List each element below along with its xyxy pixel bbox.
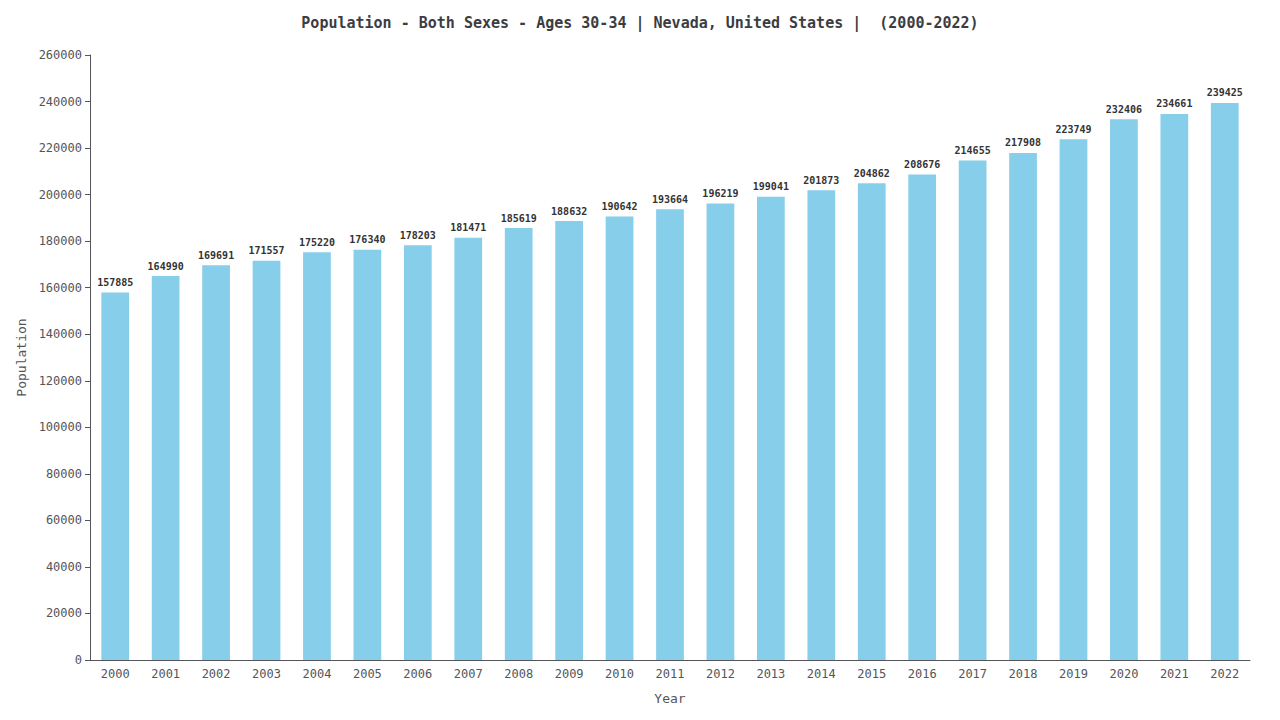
svg-text:180000: 180000	[39, 234, 82, 248]
svg-text:2000: 2000	[101, 667, 130, 681]
svg-text:2015: 2015	[857, 667, 886, 681]
svg-text:223749: 223749	[1055, 124, 1091, 135]
svg-text:175220: 175220	[299, 237, 335, 248]
svg-text:2003: 2003	[252, 667, 281, 681]
svg-text:2008: 2008	[504, 667, 533, 681]
svg-text:Population: Population	[14, 318, 29, 396]
svg-text:80000: 80000	[46, 467, 82, 481]
svg-text:196219: 196219	[702, 188, 738, 199]
svg-text:220000: 220000	[39, 141, 82, 155]
svg-text:181471: 181471	[450, 222, 486, 233]
svg-text:188632: 188632	[551, 206, 587, 217]
svg-text:217908: 217908	[1005, 137, 1041, 148]
svg-text:2010: 2010	[605, 667, 634, 681]
svg-text:2020: 2020	[1109, 667, 1138, 681]
svg-text:199041: 199041	[753, 181, 789, 192]
svg-text:2021: 2021	[1160, 667, 1189, 681]
svg-text:2016: 2016	[908, 667, 937, 681]
svg-text:190642: 190642	[602, 201, 638, 212]
svg-text:171557: 171557	[248, 245, 284, 256]
svg-text:Population - Both Sexes - Ages: Population - Both Sexes - Ages 30-34 | N…	[301, 14, 978, 33]
svg-text:2017: 2017	[958, 667, 987, 681]
svg-text:2013: 2013	[756, 667, 785, 681]
svg-text:2005: 2005	[353, 667, 382, 681]
svg-text:2001: 2001	[151, 667, 180, 681]
svg-text:2022: 2022	[1210, 667, 1239, 681]
svg-text:232406: 232406	[1106, 104, 1142, 115]
svg-text:201873: 201873	[803, 175, 839, 186]
svg-text:208676: 208676	[904, 159, 940, 170]
svg-text:2007: 2007	[454, 667, 483, 681]
svg-text:260000: 260000	[39, 48, 82, 62]
svg-text:239425: 239425	[1207, 87, 1243, 98]
svg-text:178203: 178203	[400, 230, 436, 241]
svg-text:204862: 204862	[854, 168, 890, 179]
svg-text:2018: 2018	[1009, 667, 1038, 681]
svg-text:160000: 160000	[39, 281, 82, 295]
svg-text:200000: 200000	[39, 188, 82, 202]
svg-text:169691: 169691	[198, 250, 234, 261]
svg-text:2011: 2011	[656, 667, 685, 681]
svg-text:2014: 2014	[807, 667, 836, 681]
svg-text:2009: 2009	[555, 667, 584, 681]
svg-text:2002: 2002	[202, 667, 231, 681]
svg-text:Year: Year	[654, 691, 685, 706]
svg-text:2006: 2006	[403, 667, 432, 681]
svg-text:185619: 185619	[501, 213, 537, 224]
svg-text:20000: 20000	[46, 606, 82, 620]
svg-text:100000: 100000	[39, 420, 82, 434]
svg-text:2004: 2004	[303, 667, 332, 681]
svg-text:120000: 120000	[39, 374, 82, 388]
svg-text:240000: 240000	[39, 95, 82, 109]
svg-text:2012: 2012	[706, 667, 735, 681]
svg-text:40000: 40000	[46, 560, 82, 574]
svg-text:164990: 164990	[148, 261, 184, 272]
svg-text:214655: 214655	[955, 145, 991, 156]
svg-text:60000: 60000	[46, 513, 82, 527]
svg-text:157885: 157885	[97, 277, 133, 288]
svg-text:234661: 234661	[1156, 98, 1192, 109]
svg-text:193664: 193664	[652, 194, 688, 205]
svg-text:176340: 176340	[349, 234, 385, 245]
svg-text:2019: 2019	[1059, 667, 1088, 681]
svg-text:0: 0	[75, 653, 82, 667]
svg-text:140000: 140000	[39, 327, 82, 341]
